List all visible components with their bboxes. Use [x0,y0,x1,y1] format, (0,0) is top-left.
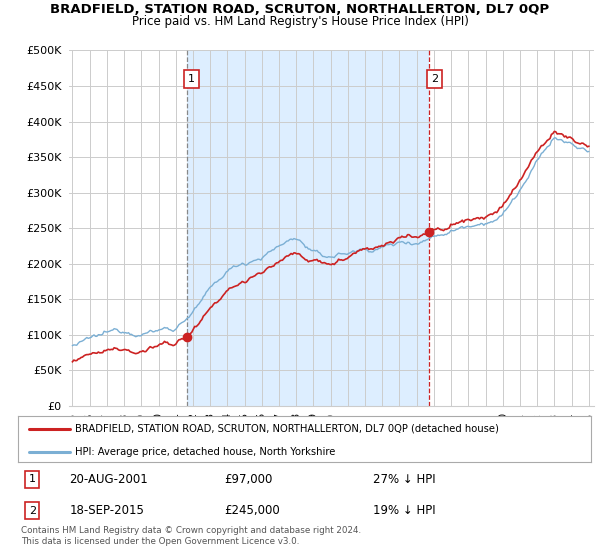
Text: HPI: Average price, detached house, North Yorkshire: HPI: Average price, detached house, Nort… [76,447,335,457]
Text: 18-SEP-2015: 18-SEP-2015 [70,504,145,517]
Text: 1: 1 [29,474,36,484]
Text: Contains HM Land Registry data © Crown copyright and database right 2024.
This d: Contains HM Land Registry data © Crown c… [21,526,361,546]
Text: £245,000: £245,000 [224,504,280,517]
Text: 27% ↓ HPI: 27% ↓ HPI [373,473,436,486]
Text: 1: 1 [188,74,195,84]
Text: £97,000: £97,000 [224,473,272,486]
Text: 2: 2 [29,506,36,516]
Text: BRADFIELD, STATION ROAD, SCRUTON, NORTHALLERTON, DL7 0QP (detached house): BRADFIELD, STATION ROAD, SCRUTON, NORTHA… [76,424,499,434]
Bar [187,50,429,406]
Text: BRADFIELD, STATION ROAD, SCRUTON, NORTHALLERTON, DL7 0QP: BRADFIELD, STATION ROAD, SCRUTON, NORTHA… [50,3,550,16]
Text: 19% ↓ HPI: 19% ↓ HPI [373,504,436,517]
Text: 2: 2 [431,74,438,84]
Text: Price paid vs. HM Land Registry's House Price Index (HPI): Price paid vs. HM Land Registry's House … [131,15,469,27]
Text: 20-AUG-2001: 20-AUG-2001 [70,473,148,486]
